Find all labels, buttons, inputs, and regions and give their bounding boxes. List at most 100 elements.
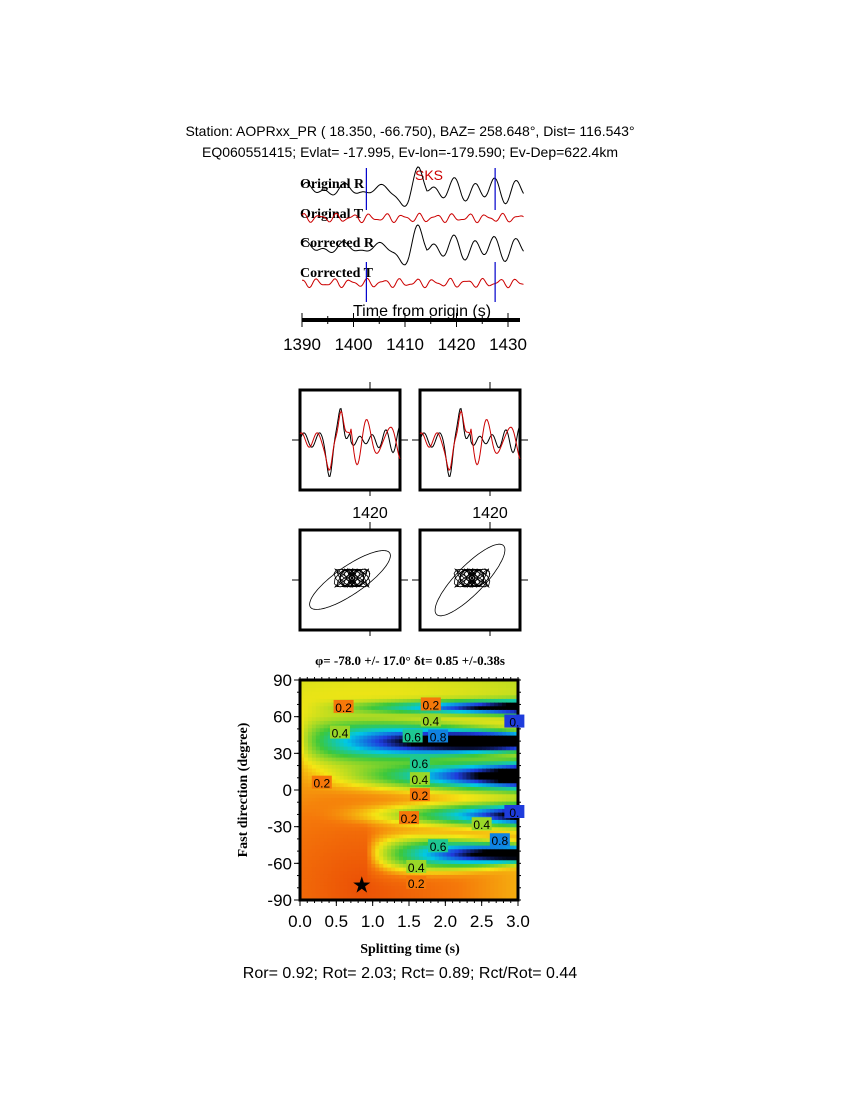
misfit-cell <box>391 683 396 688</box>
misfit-cell <box>395 782 400 787</box>
misfit-cell <box>490 724 495 729</box>
misfit-cell <box>418 819 424 824</box>
misfit-cell <box>454 808 460 813</box>
misfit-cell <box>399 881 404 886</box>
misfit-cell <box>486 863 491 868</box>
misfit-cell <box>454 848 460 853</box>
misfit-cell <box>395 760 400 765</box>
misfit-cell <box>510 691 515 696</box>
misfit-cell <box>414 742 420 747</box>
misfit-cell <box>482 746 487 751</box>
misfit-cell <box>331 856 337 861</box>
misfit-cell <box>339 683 345 688</box>
misfit-cell <box>327 720 333 725</box>
misfit-cell <box>462 815 468 820</box>
misfit-cell <box>335 720 341 725</box>
misfit-cell <box>482 716 487 721</box>
misfit-cell <box>442 724 448 729</box>
misfit-cell <box>300 709 305 714</box>
misfit-cell <box>363 768 368 773</box>
misfit-cell <box>506 757 511 762</box>
misfit-cell <box>331 845 337 850</box>
misfit-cell <box>315 823 321 828</box>
misfit-cell <box>410 746 416 751</box>
misfit-cell <box>462 856 468 861</box>
misfit-cell <box>407 757 412 762</box>
misfit-cell <box>422 753 428 758</box>
misfit-cell <box>375 856 380 861</box>
misfit-cell <box>498 735 503 740</box>
misfit-cell <box>351 760 357 765</box>
misfit-cell <box>383 735 388 740</box>
misfit-cell <box>395 793 400 798</box>
misfit-cell <box>510 746 515 751</box>
misfit-cell <box>478 680 483 685</box>
misfit-cell <box>371 841 376 846</box>
misfit-cell <box>395 738 400 743</box>
misfit-cell <box>462 768 468 773</box>
misfit-cell <box>494 856 499 861</box>
misfit-cell <box>510 705 515 710</box>
misfit-cell <box>395 705 400 710</box>
misfit-cell <box>319 716 325 721</box>
misfit-cell <box>494 680 499 685</box>
misfit-cell <box>446 735 452 740</box>
misfit-cell <box>434 881 440 886</box>
misfit-cell <box>311 856 317 861</box>
misfit-cell <box>387 874 392 879</box>
misfit-cell <box>319 720 325 725</box>
misfit-cell <box>331 746 337 751</box>
misfit-cell <box>407 720 412 725</box>
misfit-cell <box>514 709 519 714</box>
misfit-cell <box>343 841 349 846</box>
trace-label-corrected-t: Corrected T <box>300 266 374 281</box>
misfit-cell <box>458 716 464 721</box>
misfit-cell <box>359 896 365 901</box>
misfit-cell <box>454 896 460 901</box>
misfit-cell <box>478 830 483 835</box>
misfit-cell <box>311 705 317 710</box>
misfit-cell <box>307 709 313 714</box>
misfit-cell <box>343 881 349 886</box>
misfit-cell <box>438 760 444 765</box>
misfit-cell <box>450 702 456 707</box>
misfit-cell <box>486 760 491 765</box>
misfit-cell <box>335 841 341 846</box>
misfit-cell <box>387 709 392 714</box>
misfit-cell <box>351 731 357 736</box>
misfit-cell <box>367 698 372 703</box>
misfit-cell <box>434 804 440 809</box>
misfit-cell <box>315 713 321 718</box>
misfit-cell <box>407 779 412 784</box>
misfit-cell <box>462 753 468 758</box>
misfit-cell <box>359 749 365 754</box>
misfit-cell <box>498 848 503 853</box>
misfit-cell <box>371 749 376 754</box>
misfit-cell <box>367 724 372 729</box>
misfit-cell <box>363 804 368 809</box>
misfit-cell <box>474 848 479 853</box>
misfit-cell <box>442 892 448 897</box>
misfit-cell <box>506 896 511 901</box>
misfit-cell <box>442 709 448 714</box>
misfit-cell <box>399 896 404 901</box>
misfit-cell <box>418 830 424 835</box>
misfit-cell <box>355 716 361 721</box>
misfit-cell <box>486 808 491 813</box>
misfit-cell <box>371 804 376 809</box>
misfit-cell <box>418 841 424 846</box>
misfit-cell <box>454 705 460 710</box>
misfit-cell <box>470 709 475 714</box>
misfit-cell <box>371 837 376 842</box>
misfit-cell <box>458 775 464 780</box>
misfit-cell <box>351 771 357 776</box>
misfit-cell <box>430 874 436 879</box>
misfit-cell <box>466 845 472 850</box>
misfit-cell <box>323 856 329 861</box>
misfit-cell <box>303 863 309 868</box>
misfit-cell <box>486 753 491 758</box>
misfit-cell <box>458 779 464 784</box>
misfit-cell <box>351 878 357 883</box>
misfit-cell <box>403 680 408 685</box>
misfit-cell <box>363 819 368 824</box>
